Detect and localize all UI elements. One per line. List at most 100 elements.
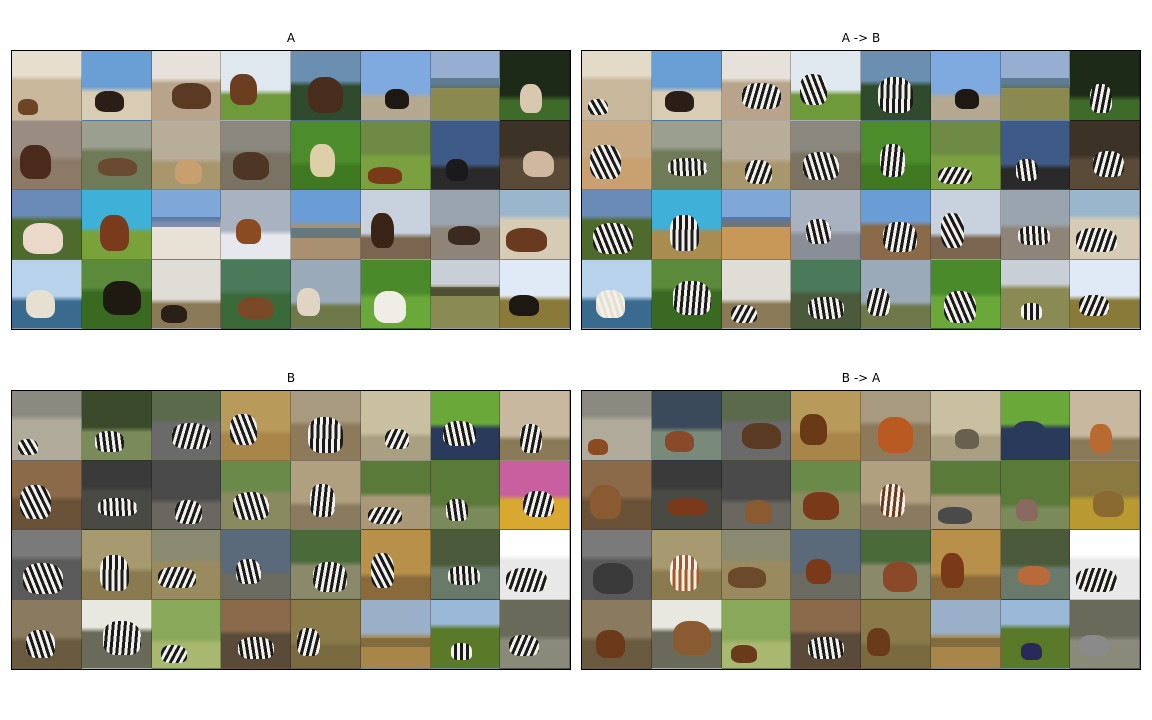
zebra-figure	[742, 82, 781, 109]
horse-figure	[17, 98, 39, 116]
image-tile	[1070, 190, 1140, 260]
zebra-figure	[1018, 225, 1050, 245]
horse-figure	[307, 77, 344, 113]
image-tile	[1070, 51, 1140, 121]
image-tile	[151, 460, 222, 530]
image-tile	[221, 190, 291, 260]
panel-title-a: A	[286, 31, 296, 45]
horse-figure	[506, 228, 547, 253]
image-tile	[791, 599, 861, 669]
image-tile	[861, 460, 931, 530]
horse-figure	[445, 158, 468, 181]
zebra-figure	[103, 621, 141, 655]
image-tile	[221, 391, 291, 461]
zebra-figure	[877, 77, 914, 113]
zebra-figure	[448, 565, 480, 585]
image-tile	[721, 259, 792, 329]
image-tile	[791, 391, 861, 461]
image-tile	[360, 120, 431, 190]
image-tile	[500, 391, 570, 461]
horse-figure	[744, 500, 773, 524]
landscape-band	[430, 78, 500, 88]
zebra-figure	[172, 422, 211, 449]
image-tile	[151, 530, 222, 600]
image-tile	[430, 599, 501, 669]
zebra-figure	[808, 296, 844, 320]
image-tile	[582, 259, 652, 329]
horse-figure	[310, 143, 335, 177]
image-tile	[930, 51, 1001, 121]
panel-title-b: B	[286, 371, 296, 385]
image-tile	[291, 391, 361, 461]
zebra-figure	[232, 492, 270, 521]
image-tile	[430, 120, 501, 190]
image-tile	[582, 530, 652, 600]
landscape-band	[721, 217, 791, 227]
image-tile	[651, 599, 722, 669]
image-tile	[930, 460, 1001, 530]
zebra-figure	[587, 98, 609, 116]
image-grid-a	[11, 50, 571, 330]
zebra-figure	[509, 635, 539, 657]
image-tile	[500, 51, 570, 121]
horse-figure	[866, 628, 890, 656]
image-tile	[291, 51, 361, 121]
zebra-figure	[866, 288, 890, 316]
image-tile	[721, 120, 792, 190]
image-tile	[791, 259, 861, 329]
image-tile	[1070, 120, 1140, 190]
horse-figure	[230, 74, 257, 106]
zebra-figure	[731, 304, 758, 323]
horse-figure	[520, 83, 542, 114]
image-tile	[721, 530, 792, 600]
horse-figure	[174, 160, 203, 184]
zebra-figure	[17, 438, 39, 456]
zebra-figure	[506, 568, 547, 593]
image-tile	[81, 391, 152, 461]
panel-title-a-to-b: A -> B	[841, 31, 881, 45]
zebra-figure	[25, 629, 55, 659]
image-tile	[861, 530, 931, 600]
image-tile	[81, 599, 152, 669]
image-tile	[151, 190, 222, 260]
zebra-figure	[310, 483, 335, 517]
image-tile	[651, 391, 722, 461]
horse-figure	[731, 644, 758, 663]
image-tile	[582, 51, 652, 121]
image-tile	[930, 391, 1001, 461]
landscape-band	[930, 637, 1000, 648]
image-tile	[930, 599, 1001, 669]
zebra-figure	[296, 628, 320, 656]
image-tile	[1000, 190, 1071, 260]
zebra-figure	[23, 562, 63, 595]
image-tile	[81, 51, 152, 121]
horse-figure	[232, 152, 270, 181]
horse-figure	[368, 167, 402, 185]
image-tile	[430, 190, 501, 260]
image-tile	[12, 190, 82, 260]
horse-figure	[742, 422, 781, 449]
image-tile	[151, 391, 222, 461]
zebra-figure	[94, 430, 125, 452]
image-tile	[500, 190, 570, 260]
image-tile	[721, 190, 792, 260]
horse-figure	[664, 430, 695, 452]
image-tile	[582, 460, 652, 530]
landscape-band	[291, 228, 360, 238]
zebra-figure	[595, 289, 625, 319]
image-tile	[861, 391, 931, 461]
horse-figure	[1079, 635, 1109, 657]
panel-title-b-to-a: B -> A	[841, 371, 881, 385]
image-tile	[930, 120, 1001, 190]
horse-figure	[384, 89, 409, 110]
image-tile	[651, 530, 722, 600]
zebra-figure	[235, 558, 262, 585]
image-tile	[221, 460, 291, 530]
image-tile	[930, 530, 1001, 600]
image-tile	[791, 460, 861, 530]
zebra-figure	[1076, 568, 1117, 593]
image-tile	[930, 190, 1001, 260]
image-tile	[500, 259, 570, 329]
zebra-figure	[1092, 150, 1124, 178]
image-tile	[582, 391, 652, 461]
